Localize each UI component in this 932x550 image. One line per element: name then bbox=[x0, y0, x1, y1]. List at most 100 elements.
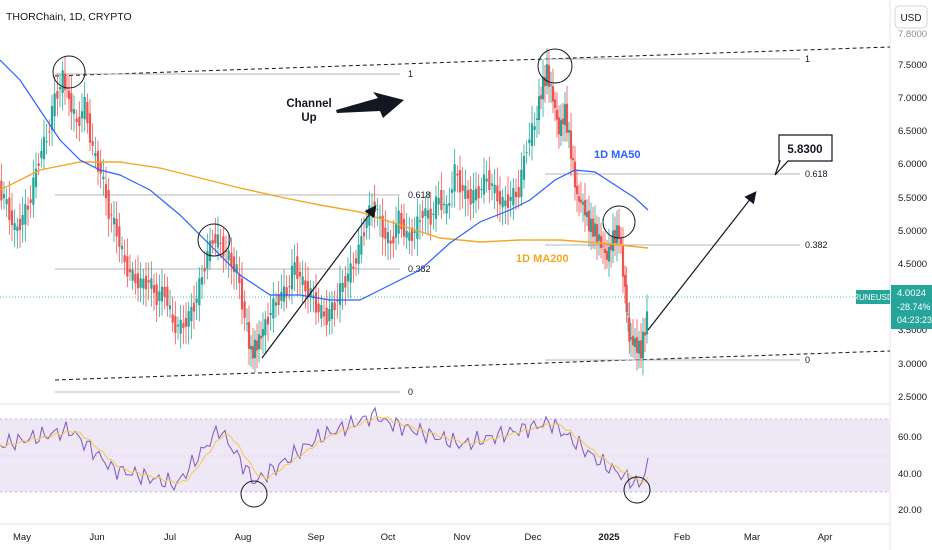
candle-body bbox=[373, 201, 376, 212]
candle-body bbox=[272, 298, 275, 319]
candle-body bbox=[72, 109, 76, 114]
candle-body bbox=[198, 278, 201, 306]
candle-body bbox=[341, 282, 344, 292]
candle-body bbox=[61, 70, 64, 93]
candle-body bbox=[408, 232, 411, 241]
candle-body bbox=[597, 234, 601, 241]
candle-body bbox=[461, 184, 464, 191]
candle-body bbox=[378, 216, 382, 219]
candle-body bbox=[595, 224, 599, 243]
candle-body bbox=[238, 274, 241, 284]
candle-body bbox=[628, 317, 631, 342]
rsi-tick: 60.00 bbox=[898, 432, 922, 443]
candle-body bbox=[450, 189, 454, 193]
candle-body bbox=[277, 294, 280, 306]
candle-body bbox=[477, 186, 480, 199]
currency-button[interactable] bbox=[894, 5, 928, 29]
arrow-target bbox=[647, 191, 757, 331]
time-axis: May Jun Jul Aug Sep Oct Nov Dec 2025 Feb… bbox=[13, 532, 832, 543]
candle-body bbox=[517, 187, 520, 198]
candle-body bbox=[587, 210, 591, 232]
candle-body bbox=[139, 278, 142, 288]
candle-body bbox=[506, 194, 510, 208]
candle-body bbox=[539, 95, 543, 99]
candle-body bbox=[304, 280, 307, 292]
candle-body bbox=[63, 73, 67, 90]
candle-body bbox=[320, 304, 323, 319]
candle-body bbox=[24, 204, 27, 225]
fib-left-label: 0 bbox=[408, 387, 413, 397]
candle-body bbox=[530, 123, 534, 147]
candle-body bbox=[553, 99, 557, 108]
candle-body bbox=[464, 185, 467, 199]
fib-left-label: 0.618 bbox=[408, 190, 431, 200]
candle-body bbox=[16, 226, 19, 232]
candle-body bbox=[219, 242, 222, 244]
candle-body bbox=[26, 205, 30, 210]
candle-body bbox=[70, 93, 73, 113]
price-tick: 4.5000 bbox=[898, 259, 927, 270]
candle-body bbox=[547, 65, 551, 87]
candle-body bbox=[615, 225, 619, 244]
candle-body bbox=[206, 251, 209, 269]
candle-body bbox=[645, 311, 649, 335]
candle-body bbox=[621, 245, 625, 277]
candle-body bbox=[541, 77, 545, 100]
candle-body bbox=[349, 263, 352, 283]
candle-body bbox=[176, 324, 180, 327]
candle-body bbox=[211, 240, 214, 245]
candle-body bbox=[522, 156, 526, 180]
candle-body bbox=[599, 236, 603, 249]
candle-body bbox=[643, 332, 647, 336]
price-tick: 2.5000 bbox=[898, 392, 927, 403]
candle-body bbox=[298, 271, 302, 277]
candle-body bbox=[603, 248, 607, 254]
candle-body bbox=[641, 331, 645, 359]
candle-body bbox=[128, 269, 132, 273]
candle-body bbox=[509, 196, 512, 202]
candle-body bbox=[480, 188, 483, 190]
candle-body bbox=[293, 262, 296, 275]
candle-body bbox=[56, 91, 59, 99]
candle-body bbox=[563, 104, 567, 126]
candle-body bbox=[328, 308, 331, 322]
candle-body bbox=[222, 236, 225, 257]
candle-body bbox=[625, 284, 628, 313]
candle-body bbox=[579, 199, 583, 203]
time-label: Apr bbox=[818, 532, 833, 543]
candle-body bbox=[166, 286, 169, 306]
candle-body bbox=[360, 236, 363, 255]
candle-body bbox=[631, 335, 635, 346]
candle-body bbox=[607, 246, 611, 262]
candle-body bbox=[120, 245, 124, 250]
ma50-line bbox=[0, 59, 649, 301]
time-label-year: 2025 bbox=[598, 532, 620, 543]
candle-body bbox=[535, 118, 539, 120]
highlight-circles bbox=[52, 48, 651, 508]
candle-body bbox=[453, 164, 456, 192]
target-callout: 5.8300 bbox=[774, 134, 833, 176]
candle-body bbox=[410, 227, 414, 242]
candle-body bbox=[232, 256, 236, 272]
candle-body bbox=[498, 191, 502, 205]
candle-body bbox=[437, 197, 440, 205]
candle-body bbox=[555, 110, 559, 120]
candle-body bbox=[243, 301, 246, 318]
candle-body bbox=[528, 139, 531, 144]
rsi-tick: 40.00 bbox=[898, 469, 922, 480]
price-badge-change: -28.74% bbox=[897, 302, 931, 312]
candle-body bbox=[115, 218, 118, 237]
candle-body bbox=[142, 278, 145, 289]
rsi-scale: 60.00 40.00 20.00 bbox=[898, 432, 922, 516]
channel-arrow bbox=[336, 92, 404, 118]
candle-body bbox=[240, 278, 244, 310]
channel-label-line2: Up bbox=[301, 112, 316, 124]
candle-body bbox=[458, 169, 462, 193]
candle-body bbox=[160, 286, 164, 302]
candle-body bbox=[376, 208, 379, 210]
candle-body bbox=[609, 245, 613, 250]
candle-body bbox=[255, 340, 259, 351]
ma200-line bbox=[0, 161, 649, 249]
candle-body bbox=[344, 276, 347, 288]
